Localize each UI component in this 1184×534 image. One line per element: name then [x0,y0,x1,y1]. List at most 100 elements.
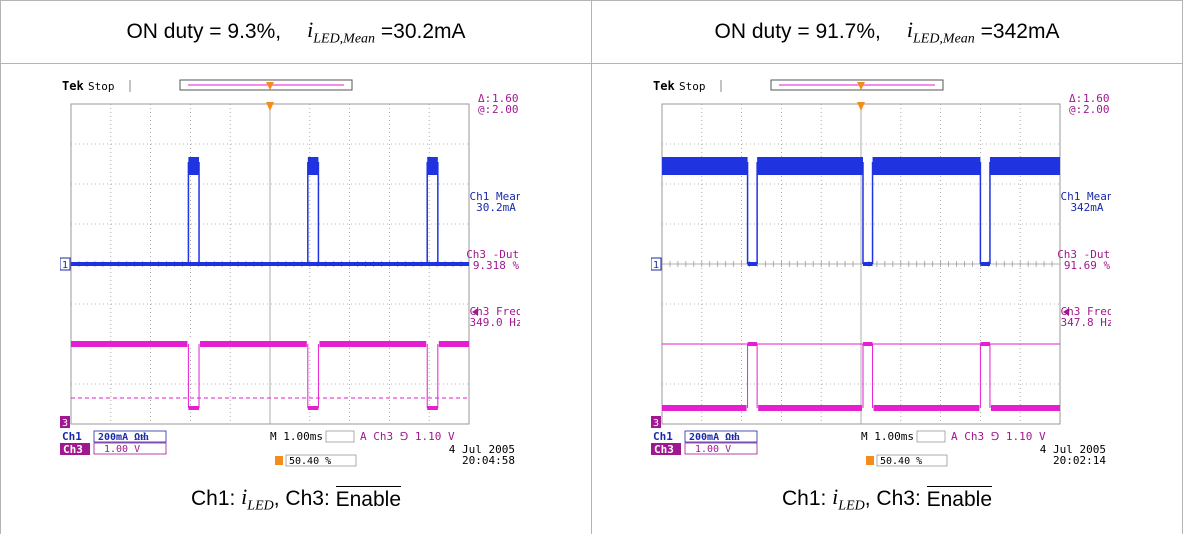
ch3-scale-label-bg [60,443,90,455]
ch3-marker-box [60,416,70,428]
ch1-notch-bottom [980,262,990,266]
caption-symbol: iLED [832,483,865,514]
ch1-pulse-top [427,157,438,175]
timebase-value: M 1.00ms [861,430,914,443]
measurement-value: 9.318 % [473,259,520,272]
measurement-name: Ch3 Freq [470,305,520,318]
trigger-time-marker [266,102,274,111]
header-prefix: ON duty = 9.3%, [126,20,282,43]
ch1-scale-value: 200mA Ωᵺ [689,432,740,443]
trigger-setting: A Ch3 ⅁ 1.10 V [360,430,455,443]
ch1-marker-label: 1 [62,260,68,271]
ch1-notch-gap [980,156,990,176]
ch1-scale-label: Ch1 [62,430,82,443]
ch3-scale-box [93,442,167,455]
trigger-pos-value: 50.40 % [289,456,331,467]
measurement-value: 91.69 % [1064,259,1111,272]
ch1-notch-bottom [747,262,758,266]
table-border-left [0,0,1,534]
ch3-scale-label: Ch3 [654,443,674,456]
ch3-marker-label: 3 [62,418,68,429]
measurement-name: Ch3 Freq [1061,305,1111,318]
ch3-on-level [188,406,200,410]
caption-ch3-label: , Ch3: [864,487,921,510]
record-view-bar [770,79,944,91]
header-symbol: iLED,Mean [906,16,975,47]
capture-time: 20:02:14 [1053,454,1106,467]
ch3-ground-marker: 3 [651,416,661,429]
ch1-baseline [71,262,469,266]
ch3-scale-label: Ch3 [63,443,83,456]
trigger-pos-icon [866,456,874,465]
cursor-at-label: @: [478,103,491,116]
ch1-notch-gap [862,156,873,176]
ch3-gap [979,404,991,412]
table-border-top [0,0,1183,1]
caption-ch3-label: , Ch3: [273,487,330,510]
scope-brand: Tek [62,79,84,93]
header-prefix: ON duty = 91.7%, [714,20,881,43]
measurement-name: Ch3 -Duty [466,248,520,261]
cursor-delta-label: Δ: [1069,92,1082,105]
ch1-marker-box [59,257,71,271]
graticule [661,103,1061,425]
ch3-on-level [307,406,319,410]
measurement-value: 342mA [1070,201,1103,214]
scope-status: Stop [679,80,706,93]
measurement-value: 347.8 Hz [1061,316,1111,329]
ch1-scale-value: 200mA Ωᵺ [98,432,149,443]
ch3-marker-label: 3 [653,418,659,429]
ch1-waveform [71,157,469,266]
ch3-waveform [71,340,469,410]
trigger-setting: A Ch3 ⅁ 1.10 V [951,430,1046,443]
ch1-scale-box [684,430,758,443]
trigger-time-marker [857,102,865,111]
cursor-at-value: 2.00 V [1083,103,1111,116]
caption-enable-overline: Enable [926,486,993,511]
measurement-name: Ch3 -Duty [1057,248,1111,261]
table-column-divider [591,0,592,534]
ch3-ground-marker: 3 [60,416,70,429]
scope-status: Stop [88,80,115,93]
trigger-level-arrow [1063,308,1069,316]
header-cell-left: ON duty = 9.3%, iLED,Mean =30.2mA [1,0,591,64]
ch1-scale-box [93,430,167,443]
measurement-name: Ch1 Mean [1061,190,1111,203]
cursor-at-value: 2.00 V [492,103,520,116]
ch1-on-band [662,157,1060,175]
caption-enable-overline: Enable [335,486,402,511]
measurement-value: 349.0 Hz [470,316,520,329]
ch3-off-level [71,341,469,347]
timebase-value: M 1.00ms [270,430,323,443]
ch1-waveform [662,156,1060,266]
ch3-on-level [427,406,438,410]
timebase-box [916,430,946,443]
trigger-pos-box [285,454,357,467]
header-cell-right: ON duty = 91.7%, iLED,Mean =342mA [592,0,1182,64]
ch1-notch-bottom [862,262,873,266]
cursor-at-label: @: [1069,103,1082,116]
header-symbol: iLED,Mean [307,16,376,47]
header-suffix: =342mA [980,20,1060,43]
ch3-scale-value: 1.00 V [695,444,731,455]
measurement-value: 30.2mA [476,201,516,214]
trigger-pos-value: 50.40 % [880,456,922,467]
ch3-marker-box [651,416,661,428]
ch1-pulse-top [188,157,200,175]
ch3-scale-label-bg [651,443,681,455]
trigger-position-marker [857,82,865,90]
scope-brand: Tek [653,79,675,93]
timebase-box [325,430,355,443]
ch1-pulse-top [307,157,319,175]
ch3-on-level [662,405,1060,411]
ch1-notch-gap [747,156,758,176]
caption-symbol: iLED [241,483,274,514]
record-view-bar [179,79,353,91]
table-header-divider [0,63,1183,64]
ch3-gap [861,404,874,412]
ch1-marker-box [650,257,662,271]
